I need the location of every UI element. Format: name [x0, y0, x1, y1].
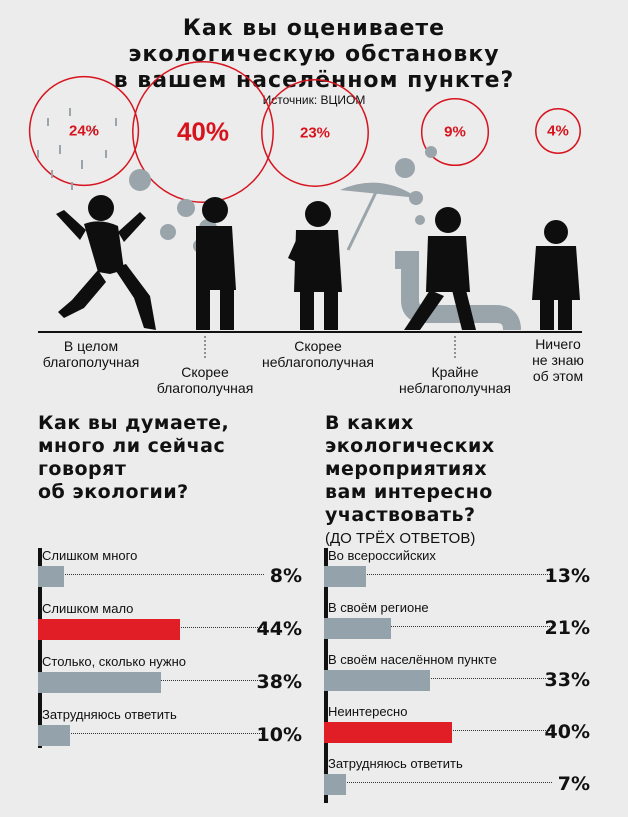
bar-row: Неинтересно 40% — [324, 704, 590, 756]
left-bar-chart: Слишком много 8% Слишком мало 44% Столько, с… — [38, 548, 302, 748]
bar-row: В своём населённом пункте 33% — [324, 652, 590, 704]
bar-value-label: 44% — [256, 618, 302, 640]
bar — [38, 619, 180, 640]
bar-row: Затрудняюсь ответить 7% — [324, 756, 590, 808]
category-label-line: неблагополучная — [399, 380, 511, 396]
category-label-line: неблагополучная — [262, 354, 374, 370]
bar-value-label: 33% — [544, 669, 590, 691]
category-label: Ничего не знаю об этом — [532, 336, 584, 384]
category-label-line: Скорее — [181, 364, 229, 380]
bar-leader-dots — [324, 574, 552, 575]
question-line: мероприятиях — [325, 458, 488, 480]
question-line: экологических — [325, 435, 495, 457]
bar-category-label: Столько, сколько нужно — [42, 654, 187, 669]
people-illustrations — [56, 195, 580, 330]
bar — [38, 672, 161, 693]
category-label-line: Крайне — [431, 364, 479, 380]
category-label-line: об этом — [532, 368, 584, 384]
bar-value-label: 7% — [557, 773, 590, 795]
category-label-line: благополучная — [156, 380, 254, 396]
category-label: Скорее неблагополучная — [262, 338, 374, 370]
bar — [324, 566, 366, 587]
bubble-value-label: 9% — [444, 123, 466, 141]
bar-category-label: Затрудняюсь ответить — [328, 756, 463, 771]
bubble-group — [28, 61, 581, 203]
category-label-line: благополучная — [42, 354, 140, 370]
bubble-chart — [28, 61, 582, 360]
category-label-line: не знаю — [532, 352, 584, 368]
question-line: В каких — [325, 412, 414, 434]
bubble — [535, 108, 581, 154]
bar-category-label: Слишком мало — [42, 601, 134, 616]
bar — [38, 725, 70, 746]
bubble-value-label: 40% — [176, 116, 230, 147]
bar-leader-dots — [38, 733, 264, 734]
person-2-figure — [196, 197, 236, 330]
bar — [324, 722, 452, 743]
question-line: участвовать? — [325, 504, 476, 526]
bar-leader-dots — [324, 626, 552, 627]
bubble — [28, 75, 140, 187]
right-question-title: В каких экологических мероприятиях вам и… — [325, 412, 495, 550]
person-5-figure — [532, 220, 580, 330]
bar — [324, 618, 391, 639]
category-label-line: Скорее — [294, 338, 342, 354]
bar-row: В своём регионе 21% — [324, 600, 590, 652]
right-bar-chart: Во всероссийских 13% В своём регионе 21% В с… — [324, 548, 590, 803]
bar-value-label: 8% — [269, 565, 302, 587]
bar-axis — [38, 548, 42, 748]
leader-lines — [204, 336, 456, 360]
question-line: много ли сейчас — [38, 435, 226, 457]
bar-value-label: 21% — [544, 617, 590, 639]
bubble-value-label: 23% — [299, 124, 331, 142]
bubble — [132, 61, 274, 203]
bar-category-label: Затрудняюсь ответить — [42, 707, 177, 722]
chart-title: Как вы оцениваете экологическую обстанов… — [0, 16, 628, 94]
bar-category-label: Неинтересно — [328, 704, 408, 719]
bubble — [420, 97, 490, 167]
bubble-value-label: 24% — [68, 122, 100, 140]
bar-value-label: 40% — [544, 721, 590, 743]
bar-row: Во всероссийских 13% — [324, 548, 590, 600]
bar-value-label: 13% — [544, 565, 590, 587]
question-line: говорят — [38, 458, 127, 480]
category-label: Крайне неблагополучная — [399, 364, 511, 396]
bar-row: Затрудняюсь ответить 10% — [38, 707, 302, 760]
title-line: Как вы оцениваете — [182, 16, 446, 41]
bar — [38, 566, 64, 587]
category-label-line: В целом — [63, 338, 119, 354]
bar-value-label: 10% — [256, 724, 302, 746]
question-line: вам интересно — [325, 481, 493, 503]
question-line: Как вы думаете, — [38, 412, 230, 434]
left-question-title: Как вы думаете, много ли сейчас говорят … — [38, 412, 229, 504]
bar-value-label: 38% — [256, 671, 302, 693]
smoke-illustration — [395, 146, 437, 225]
category-label: В целом благополучная — [43, 338, 140, 370]
bar-row: Слишком много 8% — [38, 548, 302, 601]
umbrella-illustration — [340, 182, 418, 251]
source-note: Источник: ВЦИОМ — [262, 93, 366, 107]
rain-illustration — [37, 108, 117, 190]
person-4-figure — [404, 207, 476, 330]
bar-category-label: Во всероссийских — [328, 548, 436, 563]
category-label: Скорее благополучная — [157, 364, 254, 396]
bar-category-label: Слишком много — [42, 548, 138, 563]
bar-leader-dots — [38, 574, 264, 575]
bar-leader-dots — [324, 782, 552, 783]
bubble — [261, 79, 369, 187]
bar — [324, 774, 346, 795]
bar-category-label: В своём регионе — [328, 600, 429, 615]
bar-leader-dots — [324, 678, 552, 679]
bar-category-label: В своём населённом пункте — [328, 652, 497, 667]
bar — [324, 670, 430, 691]
bar-row: Слишком мало 44% — [38, 601, 302, 654]
bar-row: Столько, сколько нужно 38% — [38, 654, 302, 707]
question-note: (ДО ТРЁХ ОТВЕТОВ) — [325, 530, 476, 547]
bubble-value-label: 4% — [547, 122, 569, 140]
person-1-figure — [56, 195, 156, 330]
question-line: об экологии? — [38, 481, 189, 503]
category-label-line: Ничего — [535, 336, 581, 352]
person-3-figure — [288, 201, 342, 330]
